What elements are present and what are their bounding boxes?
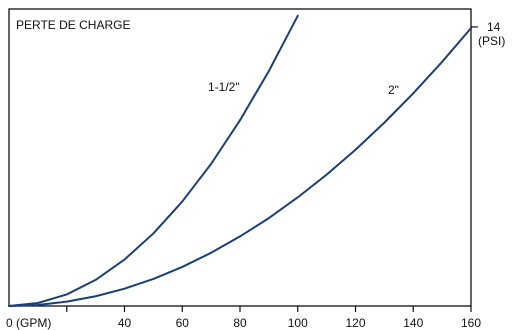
x-tick-label: 120 [345,316,365,330]
x-tick-label: 160 [461,316,481,330]
x-tick-label: 80 [233,316,247,330]
y-axis-unit: (PSI) [478,34,505,48]
x-tick-label: 60 [176,316,190,330]
y-tick-label: 14 [487,20,501,34]
plot-frame-group [8,8,472,307]
x-tick-label: 140 [403,316,423,330]
series-label-0: 1-1/2" [208,80,240,94]
series-labels-group: 1-1/2" 2" [208,80,399,97]
series-line-0 [8,14,299,307]
chart-title: PERTE DE CHARGE [16,18,130,32]
x-tick-label: 0 (GPM) [6,316,51,330]
x-tick-label: 40 [118,316,132,330]
ticks-group: 0 (GPM) 40 60 80 100 120 140 160 14(PSI) [6,20,505,330]
series-label-1: 2" [388,83,399,97]
series-group [8,14,472,307]
series-line-1 [8,27,472,307]
plot-frame [8,8,472,307]
x-tick-label: 100 [288,316,308,330]
